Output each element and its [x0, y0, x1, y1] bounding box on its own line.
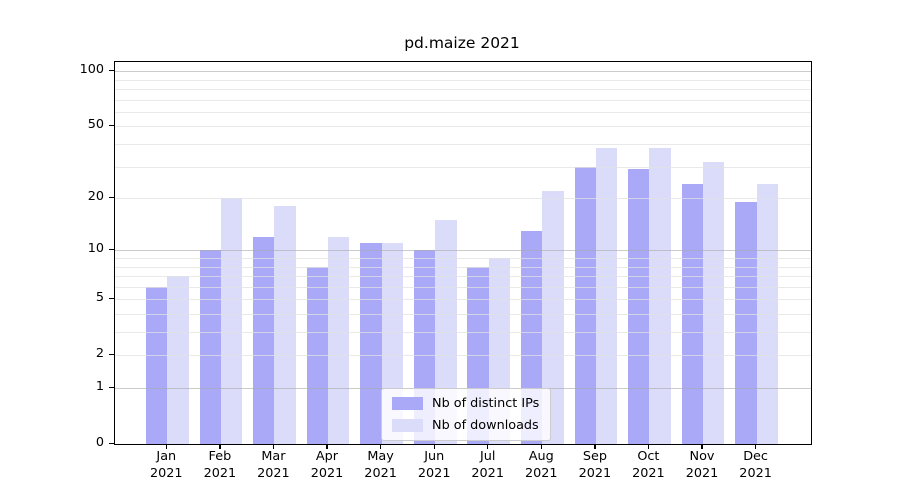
gridline-minor-3 — [115, 332, 811, 333]
x-tick-label-sep: Sep 2021 — [578, 449, 612, 481]
y-tick-mark-2 — [108, 353, 114, 356]
x-tick-mark-jan — [165, 444, 167, 449]
bar-downloads-mar — [274, 206, 296, 444]
x-tick-mark-mar — [272, 444, 275, 449]
y-tick-mark-1 — [108, 386, 114, 388]
gridline-minor-2 — [115, 355, 811, 357]
gridline-major-10 — [115, 250, 811, 252]
x-tick-mark-nov — [701, 444, 703, 449]
gridline-minor-40 — [115, 143, 811, 145]
y-tick-label-50: 50 — [87, 117, 104, 133]
x-tick-mark-apr — [326, 444, 328, 449]
bar-ips-mar — [253, 236, 275, 444]
gridline-minor-6 — [115, 286, 811, 288]
bar-ips-feb — [199, 250, 221, 444]
gridline-minor-7 — [115, 276, 811, 277]
y-tick-mark-50 — [108, 124, 114, 127]
legend-label-distinct-ips: Nb of distinct IPs — [432, 396, 540, 411]
x-tick-label-aug: Aug 2021 — [525, 449, 558, 481]
gridline-minor-5 — [115, 299, 811, 301]
x-tick-mark-feb — [219, 444, 221, 449]
bar-downloads-feb — [220, 198, 243, 444]
y-tick-mark-100 — [108, 69, 114, 71]
y-tick-mark-10 — [108, 248, 114, 251]
x-tick-label-mar: Mar 2021 — [257, 449, 290, 481]
x-tick-mark-sep — [594, 444, 596, 449]
y-tick-mark-5 — [108, 297, 114, 300]
x-tick-label-oct: Oct 2021 — [632, 449, 665, 481]
bar-downloads-apr — [328, 236, 350, 444]
gridline-major-100 — [115, 71, 811, 73]
gridline-minor-30 — [115, 166, 811, 168]
bar-downloads-nov — [703, 161, 725, 444]
gridline-minor-20 — [115, 198, 811, 199]
y-tick-label-5: 5 — [95, 290, 104, 306]
y-tick-label-1: 1 — [95, 379, 104, 394]
x-tick-label-jun: Jun 2021 — [417, 449, 451, 481]
gridline-minor-4 — [115, 313, 811, 315]
x-tick-label-feb: Feb 2021 — [203, 449, 237, 481]
x-tick-mark-jun — [433, 444, 435, 449]
gridline-minor-8 — [115, 266, 811, 268]
y-tick-label-0: 0 — [95, 435, 104, 450]
x-tick-mark-may — [379, 444, 382, 449]
gridline-minor-80 — [115, 88, 811, 90]
y-tick-label-10: 10 — [87, 241, 104, 257]
x-tick-label-dec: Dec 2021 — [739, 449, 772, 481]
gridline-minor-90 — [115, 79, 811, 81]
chart-title: pd.maize 2021 — [404, 34, 520, 52]
legend: Nb of distinct IPs Nb of downloads — [381, 388, 552, 441]
y-tick-mark-0 — [108, 442, 114, 444]
x-tick-mark-oct — [647, 444, 650, 449]
x-tick-label-may: May 2021 — [364, 449, 397, 481]
plot-area: Nb of distinct IPs Nb of downloads — [114, 61, 812, 445]
legend-swatch-downloads — [392, 419, 423, 432]
x-tick-label-apr: Apr 2021 — [310, 449, 344, 481]
y-tick-label-20: 20 — [87, 189, 104, 204]
x-tick-mark-dec — [754, 444, 757, 449]
x-tick-mark-aug — [540, 444, 542, 449]
bar-ips-oct — [628, 169, 650, 444]
gridline-minor-50 — [115, 126, 811, 128]
x-tick-label-jul: Jul 2021 — [471, 449, 504, 481]
x-tick-label-nov: Nov 2021 — [685, 449, 719, 481]
x-tick-mark-jul — [487, 444, 489, 449]
bar-ips-may — [360, 243, 382, 444]
gridline-minor-9 — [115, 257, 811, 259]
bar-ips-dec — [735, 201, 757, 444]
legend-swatch-distinct-ips — [392, 397, 423, 410]
gridline-minor-70 — [115, 99, 811, 101]
bar-downloads-sep — [595, 148, 618, 444]
bar-ips-jan — [145, 286, 168, 444]
y-tick-label-2: 2 — [95, 346, 104, 362]
y-tick-mark-20 — [108, 196, 114, 198]
bar-ips-sep — [574, 166, 596, 444]
x-tick-label-jan: Jan 2021 — [150, 449, 183, 481]
y-tick-label-100: 100 — [79, 62, 104, 78]
legend-entry-distinct-ips: Nb of distinct IPs — [392, 396, 539, 411]
legend-entry-downloads: Nb of downloads — [392, 418, 539, 433]
gridline-minor-60 — [115, 111, 811, 113]
bar-downloads-aug — [542, 190, 564, 444]
legend-label-downloads: Nb of downloads — [432, 418, 539, 433]
bar-downloads-jan — [167, 276, 189, 444]
bar-downloads-oct — [649, 148, 671, 444]
